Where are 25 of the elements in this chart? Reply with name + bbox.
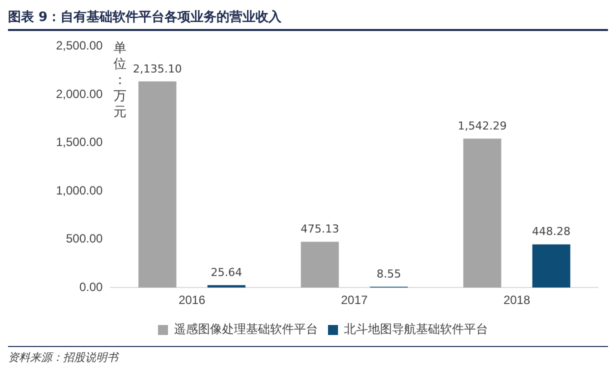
bar: [300, 242, 339, 288]
bar: [463, 138, 502, 288]
x-tick-label: 2016: [178, 293, 206, 308]
y-tick-label: 0.00: [79, 280, 104, 294]
data-label: 448.28: [532, 225, 571, 238]
y-tick-label: 1,000.00: [56, 183, 104, 198]
x-tick-label: 2017: [341, 293, 368, 308]
data-label: 1,542.29: [458, 120, 507, 133]
y-tick-label: 1,500.00: [56, 135, 104, 150]
data-label: 475.13: [300, 222, 340, 236]
x-tick-label: 2018: [503, 293, 530, 308]
data-label: 2,135.10: [132, 62, 182, 76]
data-label: 8.55: [376, 268, 402, 281]
bar: [138, 81, 176, 288]
y-tick-label: 500.00: [66, 232, 104, 246]
text: 资料来源：招股说明书: [8, 351, 118, 364]
bar: [207, 285, 246, 288]
legend-label: 遥感图像处理基础软件平台: [174, 322, 318, 336]
y-axis-title: 单位：万元: [112, 41, 128, 121]
chart-title: 图表 9：自有基础软件平台各项业务的营业收入: [8, 8, 608, 31]
legend-label: 北斗地图导航基础软件平台: [344, 322, 488, 336]
bar: [532, 244, 570, 288]
y-tick-label: 2,000.00: [56, 86, 104, 101]
y-tick-label: 2,500.00: [56, 38, 104, 53]
data-label: 25.64: [210, 266, 242, 279]
